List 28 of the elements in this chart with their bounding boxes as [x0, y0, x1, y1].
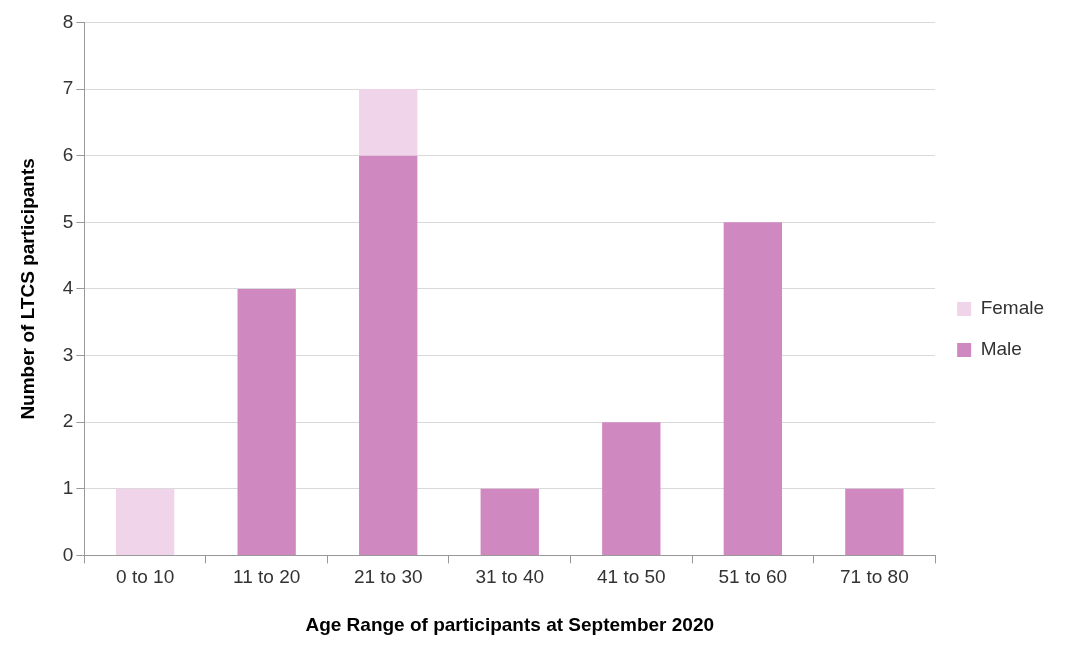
legend-label: Female — [980, 297, 1044, 319]
y-tick-label: 8 — [62, 10, 74, 32]
y-tick-label: 0 — [62, 543, 74, 565]
bar — [237, 288, 296, 555]
x-axis-title: Age Range of participants at September 2020 — [305, 613, 715, 635]
y-tick-label: 4 — [62, 277, 74, 299]
bar — [845, 488, 904, 555]
x-tick-label: 11 to 20 — [233, 566, 301, 588]
y-axis-title: Number of LTCS participants — [16, 158, 38, 420]
x-tick-label: 71 to 80 — [840, 566, 909, 588]
bar — [480, 488, 539, 555]
y-tick-label: 3 — [62, 343, 74, 365]
bar — [115, 488, 175, 555]
legend-label: Male — [980, 338, 1022, 360]
x-tick-label: 31 to 40 — [475, 566, 545, 588]
y-tick-label: 6 — [62, 143, 74, 165]
bar — [602, 422, 661, 555]
x-tick-label: 0 to 10 — [116, 566, 175, 588]
bar — [723, 222, 783, 555]
y-tick-label: 1 — [62, 477, 74, 499]
x-tick-label: 21 to 30 — [353, 566, 423, 588]
x-tick-label: 41 to 50 — [596, 566, 666, 588]
x-tick-label: 51 to 60 — [718, 566, 788, 588]
bar — [359, 89, 418, 156]
y-tick-label: 7 — [62, 77, 74, 99]
y-tick-label: 5 — [62, 210, 74, 232]
y-tick-label: 2 — [62, 410, 74, 432]
bar — [359, 155, 418, 555]
